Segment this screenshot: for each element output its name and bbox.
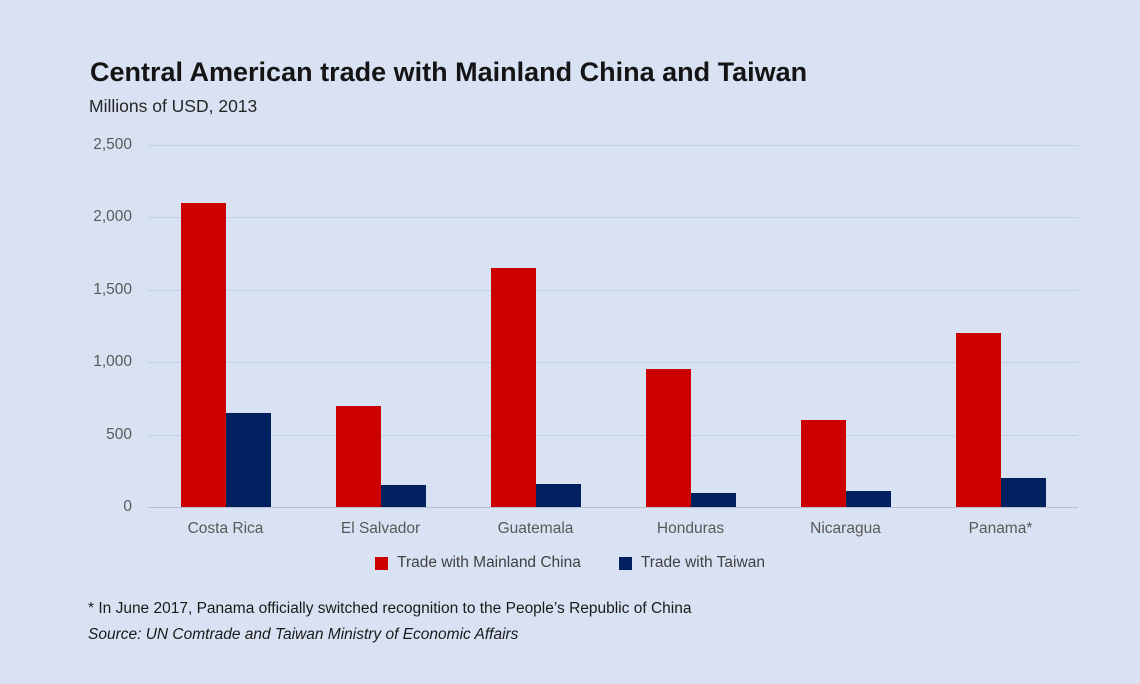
chart-subtitle: Millions of USD, 2013 <box>89 96 258 116</box>
y-axis-tick-label-1-000: 1,000 <box>93 353 132 371</box>
x-axis-label-costa-rica: Costa Rica <box>187 520 264 537</box>
bar-group-guatemala <box>458 145 613 507</box>
legend: Trade with Mainland China Trade with Tai… <box>0 554 1140 572</box>
bar-group-el-salvador <box>303 145 458 507</box>
x-axis-label-guatemala: Guatemala <box>497 520 574 537</box>
bar-costa-rica-trade-with-taiwan <box>225 412 271 507</box>
bar-el-salvador-trade-with-mainland-china <box>335 405 381 507</box>
legend-swatch-taiwan-icon <box>618 556 632 570</box>
gridline-1000 <box>148 362 1078 364</box>
plot-area: 0 500 1,000 1,500 2,000 2,500 <box>93 136 1078 515</box>
footnotes: * In June 2017, Panama officially switch… <box>88 596 691 648</box>
y-axis-tick-label-0: 0 <box>123 498 132 515</box>
gridline-2500 <box>148 145 1078 146</box>
x-axis-label-nicaragua: Nicaragua <box>810 520 881 537</box>
x-axis-label-panama: Panama* <box>968 520 1033 537</box>
bar-nicaragua-trade-with-taiwan <box>845 491 891 507</box>
x-axis-label-honduras: Honduras <box>656 520 725 537</box>
y-axis-tick-label-2-500: 2,500 <box>93 136 132 153</box>
bar-el-salvador-trade-with-taiwan <box>380 485 426 507</box>
y-axis-tick-label-500: 500 <box>106 425 132 443</box>
y-axis-tick-label-2-000: 2,000 <box>93 208 132 226</box>
gridline-2000 <box>148 217 1078 219</box>
bar-nicaragua-trade-with-mainland-china <box>800 420 846 507</box>
x-axis-label-el-salvador: El Salvador <box>340 520 421 537</box>
bar-group-honduras <box>613 145 768 507</box>
bar-costa-rica-trade-with-mainland-china <box>180 202 226 507</box>
legend-label-taiwan: Trade with Taiwan <box>640 554 765 571</box>
footnote-source: Source: UN Comtrade and Taiwan Ministry … <box>88 626 519 643</box>
bar-honduras-trade-with-taiwan <box>690 492 736 507</box>
x-axis-line <box>148 507 1078 508</box>
bar-guatemala-trade-with-mainland-china <box>490 268 536 507</box>
gridline-500 <box>148 434 1078 436</box>
bar-group-panama <box>923 145 1078 507</box>
bar-guatemala-trade-with-taiwan <box>535 483 581 507</box>
legend-swatch-mainland-china-icon <box>375 556 389 570</box>
legend-item-mainland-china: Trade with Mainland China <box>375 554 581 572</box>
bar-groups <box>148 145 1078 507</box>
bar-honduras-trade-with-mainland-china <box>645 369 691 507</box>
bar-group-nicaragua <box>768 145 923 507</box>
bar-panama-trade-with-taiwan <box>1000 478 1046 507</box>
chart-title: Central American trade with Mainland Chi… <box>90 57 808 87</box>
gridline-1500 <box>148 289 1078 291</box>
y-axis-tick-label-1-500: 1,500 <box>93 280 132 298</box>
bar-group-costa-rica <box>148 145 303 507</box>
footnote-panama-recognition: * In June 2017, Panama officially switch… <box>88 600 692 617</box>
bar-panama-trade-with-mainland-china <box>955 333 1001 507</box>
legend-label-mainland-china: Trade with Mainland China <box>397 554 581 571</box>
legend-item-taiwan: Trade with Taiwan <box>618 554 765 572</box>
x-axis-labels: Costa Rica El Salvador Guatemala Honduras Ni… <box>148 520 1078 538</box>
